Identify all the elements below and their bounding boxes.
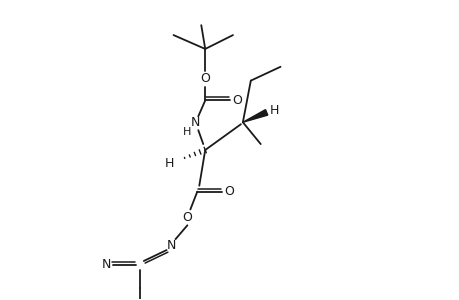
Text: H: H bbox=[164, 158, 174, 170]
Text: O: O bbox=[182, 211, 192, 224]
Text: H: H bbox=[183, 127, 191, 137]
Text: N: N bbox=[190, 116, 200, 129]
Text: O: O bbox=[224, 185, 234, 198]
Text: H: H bbox=[269, 104, 279, 117]
Text: N: N bbox=[101, 258, 111, 272]
Text: N: N bbox=[167, 238, 176, 252]
Polygon shape bbox=[242, 110, 267, 122]
Text: O: O bbox=[200, 72, 210, 85]
Text: O: O bbox=[231, 94, 241, 107]
